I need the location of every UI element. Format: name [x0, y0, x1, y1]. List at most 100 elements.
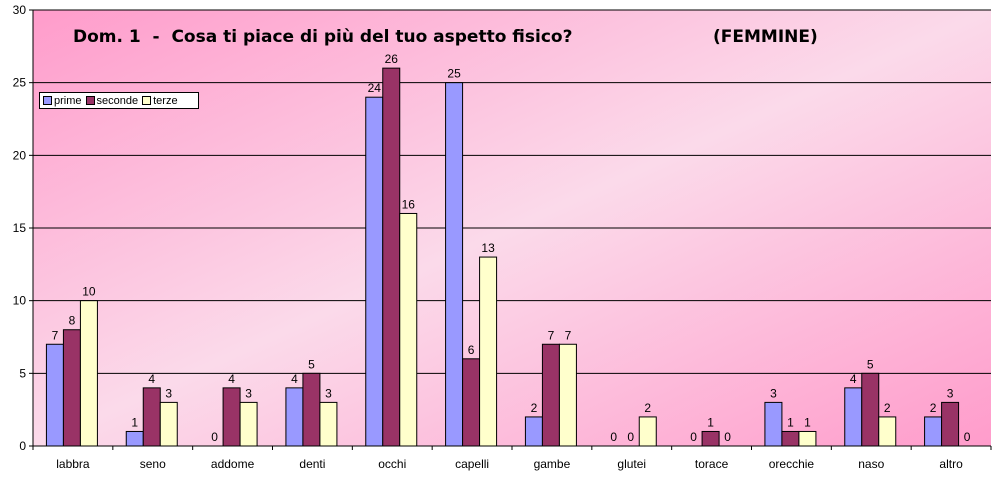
- y-tick-label: 5: [19, 366, 26, 380]
- x-tick-label-addome: addome: [211, 457, 255, 471]
- bar-prime-seno: [125, 430, 144, 447]
- y-tick-label: 0: [19, 439, 26, 453]
- bar-prime-gambe: [524, 416, 543, 447]
- x-tick-label-naso: naso: [858, 457, 884, 471]
- bar-terze-naso: [878, 416, 897, 447]
- bar-terze-addome: [239, 401, 258, 447]
- bar-terze-glutei: [638, 416, 657, 447]
- data-label-terze-capelli: 13: [481, 241, 495, 255]
- data-label-prime-occhi: 24: [368, 81, 382, 95]
- bar-terze-denti: [319, 401, 338, 447]
- legend-item-prime: prime: [43, 95, 82, 107]
- data-label-seconde-naso: 5: [867, 357, 874, 371]
- data-label-prime-naso: 4: [850, 372, 857, 386]
- data-label-prime-gambe: 2: [531, 401, 538, 415]
- data-label-seconde-altro: 3: [947, 386, 954, 400]
- gridlines: [33, 9, 991, 374]
- bar-seconde-orecchie: [781, 430, 800, 447]
- data-label-prime-orecchie: 3: [770, 386, 777, 400]
- bar-seconde-seno: [142, 387, 161, 447]
- bar-prime-naso: [844, 387, 863, 447]
- legend-label-terze: terze: [153, 94, 178, 107]
- y-tick-label: 10: [13, 294, 27, 308]
- x-tick-label-capelli: capelli: [455, 457, 489, 471]
- legend-label-seconde: seconde: [96, 94, 139, 107]
- x-axis: labbra seno addome denti occhi capelli gambe gl…: [32, 445, 992, 471]
- x-tick-label-seno: seno: [140, 457, 166, 471]
- data-label-terze-denti: 3: [325, 386, 332, 400]
- bar-seconde-labbra: [62, 329, 81, 447]
- x-tick-label-torace: torace: [695, 457, 729, 471]
- bar-seconde-denti: [302, 372, 321, 447]
- bar-prime-altro: [924, 416, 943, 447]
- bar-terze-orecchie: [798, 430, 817, 447]
- legend-item-seconde: seconde: [85, 94, 139, 107]
- data-label-seconde-denti: 5: [308, 357, 315, 371]
- data-label-terze-orecchie: 1: [804, 415, 811, 429]
- y-axis: 0 5 10 15 20 25 30: [13, 3, 34, 453]
- y-tick-label: 25: [13, 76, 27, 90]
- x-tick-label-gambe: gambe: [534, 457, 571, 471]
- legend-swatch-prime: [43, 96, 52, 105]
- data-label-terze-altro: 0: [964, 430, 971, 444]
- data-label-seconde-orecchie: 1: [787, 415, 794, 429]
- bar-prime-orecchie: [764, 401, 783, 447]
- data-label-prime-seno: 1: [131, 415, 138, 429]
- chart-title: Dom. 1 - Cosa ti piace di più del tuo as…: [73, 27, 572, 47]
- bar-prime-occhi: [365, 96, 384, 447]
- bar-terze-occhi: [399, 212, 418, 447]
- x-tick-label-glutei: glutei: [617, 457, 646, 471]
- y-tick-label: 15: [13, 221, 27, 235]
- data-label-prime-addome: 0: [211, 430, 218, 444]
- bar-terze-gambe: [558, 343, 577, 447]
- data-label-prime-altro: 2: [930, 401, 937, 415]
- chart-title-right: (FEMMINE): [713, 27, 818, 47]
- data-label-seconde-addome: 4: [228, 372, 235, 386]
- data-label-terze-labbra: 10: [82, 285, 96, 299]
- bar-prime-labbra: [45, 343, 64, 447]
- bar-seconde-gambe: [541, 343, 560, 447]
- x-tick-label-orecchie: orecchie: [769, 457, 815, 471]
- data-label-seconde-occhi: 26: [385, 52, 399, 66]
- data-label-terze-occhi: 16: [402, 197, 416, 211]
- legend: prime seconde terze: [39, 92, 199, 109]
- x-tick-label-occhi: occhi: [378, 457, 406, 471]
- bars: [45, 67, 960, 447]
- bar-seconde-naso: [861, 372, 880, 447]
- data-label-seconde-glutei: 0: [627, 430, 634, 444]
- data-label-prime-labbra: 7: [52, 328, 59, 342]
- bar-terze-labbra: [79, 300, 98, 447]
- legend-swatch-terze: [142, 96, 152, 105]
- y-tick-label: 30: [13, 3, 27, 17]
- data-label-prime-glutei: 0: [610, 430, 617, 444]
- legend-swatch-seconde: [85, 96, 95, 105]
- bar-terze-capelli: [479, 256, 498, 447]
- bar-prime-denti: [285, 387, 304, 447]
- legend-label-prime: prime: [54, 94, 82, 107]
- bar-seconde-torace: [701, 430, 720, 447]
- data-label-seconde-labbra: 8: [69, 314, 76, 328]
- legend-item-terze: terze: [142, 94, 178, 107]
- data-label-terze-glutei: 2: [644, 401, 651, 415]
- bar-seconde-occhi: [382, 67, 401, 447]
- x-tick-label-denti: denti: [299, 457, 325, 471]
- bar-terze-seno: [159, 401, 178, 447]
- bar-seconde-addome: [222, 387, 241, 447]
- data-label-terze-gambe: 7: [565, 328, 572, 342]
- data-label-terze-addome: 3: [245, 386, 252, 400]
- bar-prime-capelli: [445, 82, 464, 447]
- data-label-prime-capelli: 25: [447, 67, 461, 81]
- data-label-terze-naso: 2: [884, 401, 891, 415]
- bar-seconde-altro: [941, 401, 960, 447]
- data-label-prime-torace: 0: [690, 430, 697, 444]
- data-label-terze-torace: 0: [724, 430, 731, 444]
- x-tick-label-altro: altro: [939, 457, 963, 471]
- data-label-seconde-capelli: 6: [468, 343, 475, 357]
- x-tick-label-labbra: labbra: [56, 457, 90, 471]
- data-label-seconde-torace: 1: [707, 415, 714, 429]
- data-label-seconde-seno: 4: [148, 372, 155, 386]
- data-label-terze-seno: 3: [165, 386, 172, 400]
